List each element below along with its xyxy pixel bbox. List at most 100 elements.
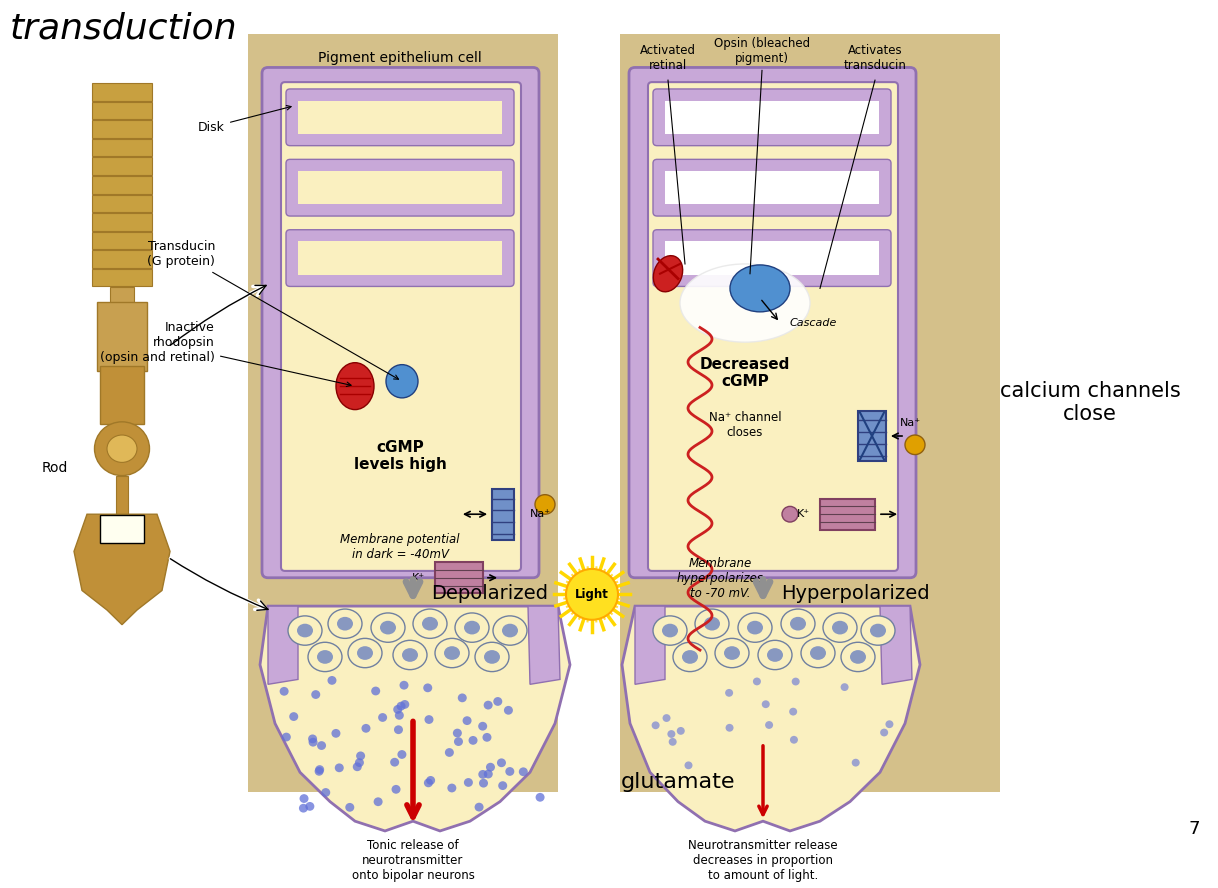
Bar <box>665 100 879 134</box>
Ellipse shape <box>435 638 469 668</box>
Ellipse shape <box>493 616 527 646</box>
Ellipse shape <box>464 778 473 787</box>
Polygon shape <box>259 607 570 831</box>
Bar <box>93 269 152 287</box>
Bar <box>93 139 152 156</box>
Ellipse shape <box>715 638 749 668</box>
Polygon shape <box>879 607 912 685</box>
Ellipse shape <box>345 803 354 812</box>
Ellipse shape <box>469 736 477 745</box>
Ellipse shape <box>792 678 800 686</box>
Ellipse shape <box>536 793 544 802</box>
Ellipse shape <box>725 689 733 697</box>
Text: cGMP
levels high: cGMP levels high <box>353 440 447 472</box>
Text: K⁺: K⁺ <box>412 573 425 583</box>
Ellipse shape <box>823 613 857 642</box>
Ellipse shape <box>331 729 341 738</box>
Ellipse shape <box>767 648 783 662</box>
Text: glutamate: glutamate <box>621 772 736 792</box>
Ellipse shape <box>393 705 402 714</box>
Ellipse shape <box>356 751 365 760</box>
Bar <box>93 83 152 100</box>
Ellipse shape <box>300 794 308 803</box>
Ellipse shape <box>458 694 466 702</box>
Bar <box>435 562 484 593</box>
Ellipse shape <box>881 729 888 736</box>
Ellipse shape <box>738 613 772 642</box>
Text: Membrane potential
in dark = -40mV: Membrane potential in dark = -40mV <box>340 533 459 561</box>
Text: calcium channels
close: calcium channels close <box>1000 381 1180 424</box>
Ellipse shape <box>685 761 693 769</box>
Ellipse shape <box>423 684 432 693</box>
Polygon shape <box>74 514 171 624</box>
Ellipse shape <box>298 804 308 813</box>
Ellipse shape <box>463 717 471 725</box>
Ellipse shape <box>765 721 773 729</box>
Ellipse shape <box>317 741 326 750</box>
Ellipse shape <box>424 779 432 788</box>
Text: Na⁺: Na⁺ <box>900 418 921 428</box>
Ellipse shape <box>761 701 770 708</box>
Polygon shape <box>527 607 560 685</box>
Ellipse shape <box>753 678 761 686</box>
Ellipse shape <box>663 623 678 638</box>
Ellipse shape <box>287 616 322 646</box>
Ellipse shape <box>354 758 364 767</box>
Text: K⁺: K⁺ <box>797 509 810 519</box>
Ellipse shape <box>790 617 806 630</box>
Ellipse shape <box>456 613 488 642</box>
Ellipse shape <box>667 730 675 738</box>
Ellipse shape <box>519 767 527 776</box>
Ellipse shape <box>336 362 374 409</box>
Text: Light: Light <box>575 588 609 601</box>
Bar <box>93 213 152 231</box>
Text: Activates
transducin: Activates transducin <box>844 44 906 72</box>
FancyBboxPatch shape <box>653 230 892 287</box>
Ellipse shape <box>445 646 460 660</box>
Ellipse shape <box>322 788 330 797</box>
Ellipse shape <box>850 650 866 664</box>
Ellipse shape <box>479 770 487 779</box>
Text: transduction: transduction <box>10 12 238 45</box>
Ellipse shape <box>371 613 406 642</box>
Bar <box>93 194 152 212</box>
Ellipse shape <box>885 720 894 728</box>
Ellipse shape <box>315 765 324 774</box>
Text: Na⁺: Na⁺ <box>530 509 551 519</box>
Ellipse shape <box>386 365 418 398</box>
Ellipse shape <box>484 770 493 779</box>
Text: Cascade: Cascade <box>790 318 838 328</box>
Ellipse shape <box>486 763 495 772</box>
Bar <box>620 35 1000 792</box>
FancyBboxPatch shape <box>653 159 892 216</box>
Bar <box>857 410 885 462</box>
Ellipse shape <box>426 776 435 785</box>
Ellipse shape <box>421 617 438 630</box>
Ellipse shape <box>397 702 406 710</box>
Ellipse shape <box>393 640 428 670</box>
Bar <box>93 120 152 138</box>
Ellipse shape <box>781 609 815 638</box>
Ellipse shape <box>289 712 298 721</box>
Ellipse shape <box>504 706 513 715</box>
Ellipse shape <box>362 724 370 733</box>
Text: Activated
retinal: Activated retinal <box>639 44 695 72</box>
Ellipse shape <box>479 779 488 788</box>
Ellipse shape <box>726 724 733 732</box>
Ellipse shape <box>810 646 826 660</box>
Ellipse shape <box>730 265 790 312</box>
Ellipse shape <box>723 646 741 660</box>
Bar <box>820 498 875 530</box>
Ellipse shape <box>308 642 342 671</box>
Ellipse shape <box>790 736 798 743</box>
Ellipse shape <box>464 621 480 634</box>
FancyBboxPatch shape <box>286 159 514 216</box>
Ellipse shape <box>789 708 797 716</box>
Ellipse shape <box>861 616 895 646</box>
Ellipse shape <box>652 721 660 729</box>
FancyBboxPatch shape <box>262 67 540 578</box>
Ellipse shape <box>335 764 343 773</box>
Ellipse shape <box>390 757 400 766</box>
Bar <box>93 176 152 194</box>
Text: Rod: Rod <box>41 461 68 475</box>
